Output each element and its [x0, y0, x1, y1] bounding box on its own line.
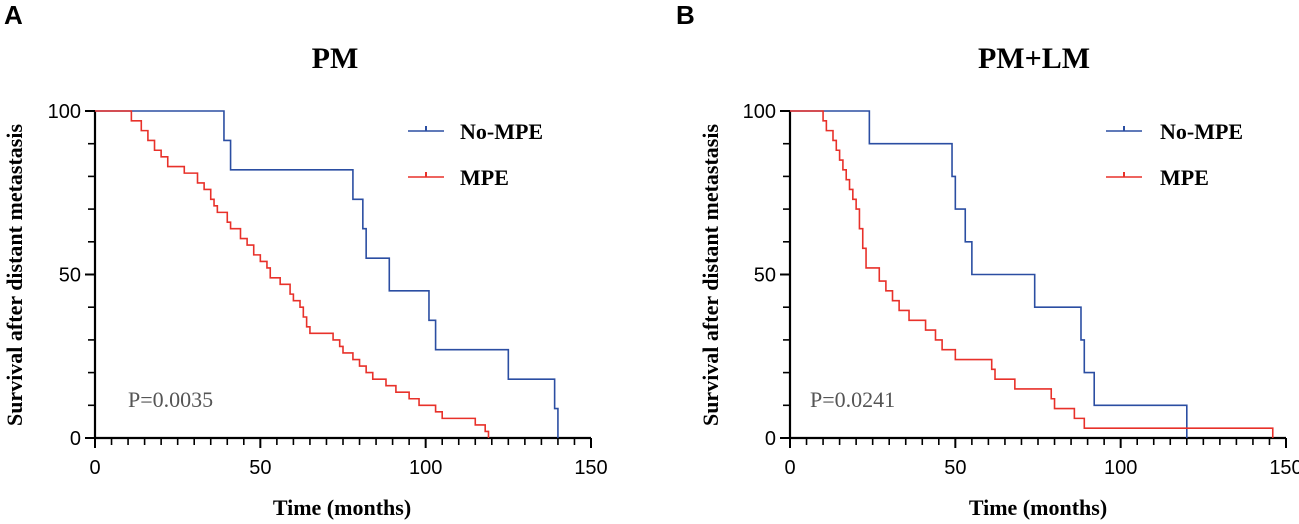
panel-letter-b: B: [676, 0, 695, 30]
x-axis-label-b: Time (months): [969, 495, 1107, 520]
legend-label-no-mpe-b: No-MPE: [1160, 119, 1243, 144]
chart-title-a: PM: [312, 42, 359, 75]
x-tick-label-a: 150: [574, 457, 607, 479]
x-tick-label-a: 50: [249, 457, 271, 479]
legend-label-no-mpe-a: No-MPE: [460, 119, 543, 144]
y-tick-label-b: 100: [743, 101, 776, 123]
y-tick-label-a: 0: [70, 428, 81, 450]
legend-a: No-MPE MPE: [408, 119, 543, 190]
plot-area-b: 0 50 100 150 0 50 100: [743, 101, 1299, 479]
y-axis-label-b: Survival after distant metastasis: [698, 124, 723, 427]
series-no-mpe-curve-a: [95, 110, 559, 438]
panel-a: A PM Survival after distant metastasis T…: [2, 0, 608, 520]
x-axis-label-a: Time (months): [273, 495, 411, 520]
y-tick-label-a: 50: [59, 265, 81, 287]
x-tick-label-b: 150: [1269, 457, 1299, 479]
y-tick-label-a: 100: [48, 101, 81, 123]
plot-area-a: 0 50 100 150 0 50 100: [48, 101, 608, 479]
y-tick-label-b: 50: [754, 265, 776, 287]
x-tick-label-b: 0: [784, 457, 795, 479]
panel-b: B PM+LM Survival after distant metastasi…: [676, 0, 1299, 520]
legend-label-mpe-a: MPE: [460, 165, 509, 190]
legend-b: No-MPE MPE: [1106, 119, 1243, 190]
series-mpe-curve-b: [790, 110, 1274, 438]
p-value-a: P=0.0035: [128, 387, 213, 412]
x-tick-label-b: 100: [1104, 457, 1137, 479]
chart-title-b: PM+LM: [978, 42, 1090, 75]
x-tick-label-b: 50: [944, 457, 966, 479]
x-tick-label-a: 0: [89, 457, 100, 479]
series-mpe-curve-a: [95, 110, 490, 438]
y-axis-label-a: Survival after distant metastasis: [2, 124, 27, 427]
legend-label-mpe-b: MPE: [1160, 165, 1209, 190]
x-tick-label-a: 100: [409, 457, 442, 479]
series-no-mpe-curve-b: [790, 110, 1188, 438]
y-tick-label-b: 0: [765, 428, 776, 450]
p-value-b: P=0.0241: [810, 387, 895, 412]
panel-letter-a: A: [4, 0, 23, 30]
